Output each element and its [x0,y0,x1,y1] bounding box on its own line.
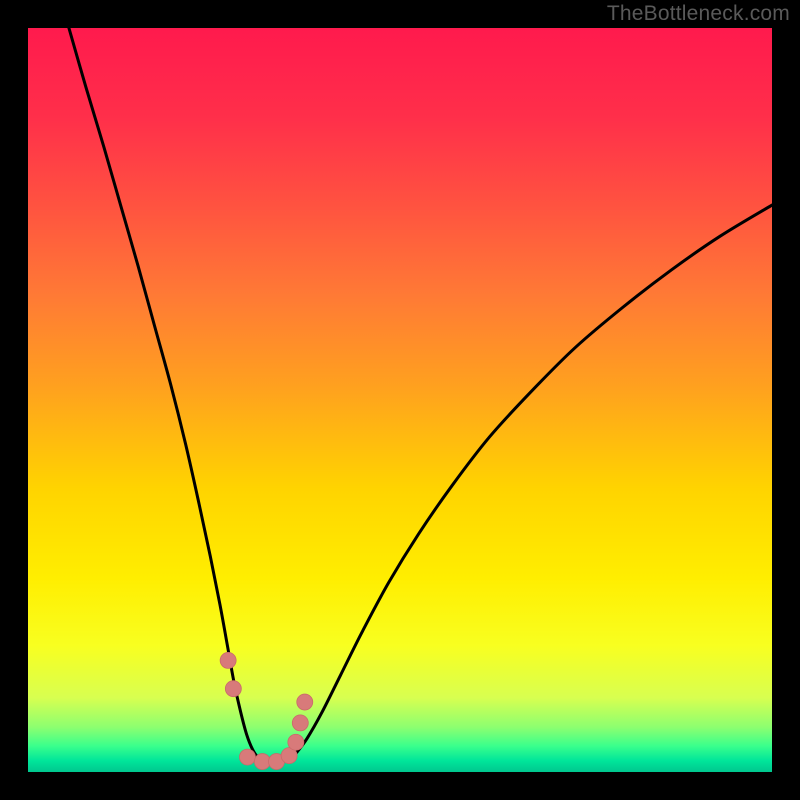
marker-bead [254,754,270,770]
marker-bead [220,652,236,668]
bottleneck-chart-svg [0,0,800,800]
watermark-text: TheBottleneck.com [607,2,790,26]
marker-bead [292,715,308,731]
marker-bead [239,749,255,765]
gradient-plot-area [28,28,772,772]
marker-bead [225,681,241,697]
marker-bead [297,694,313,710]
chart-root: TheBottleneck.com [0,0,800,800]
marker-bead [288,734,304,750]
